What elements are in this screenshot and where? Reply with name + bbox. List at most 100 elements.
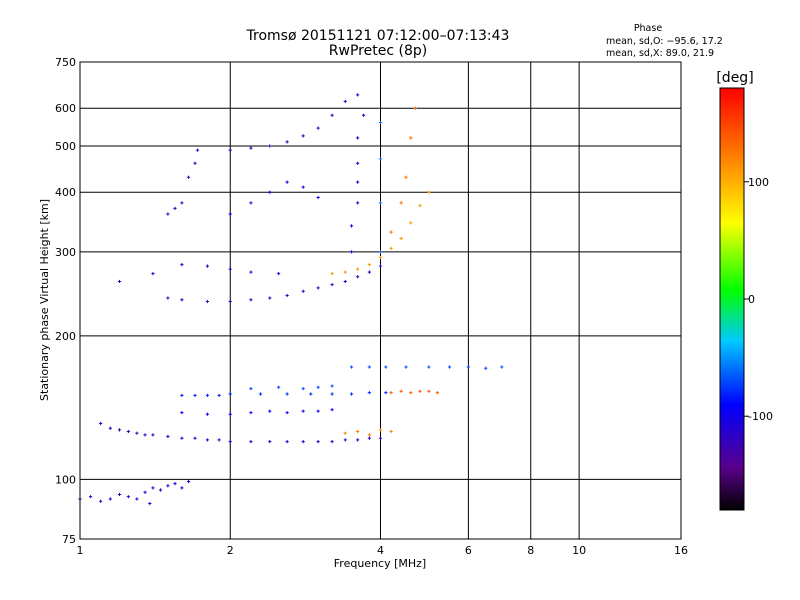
data-point [427,365,431,369]
data-point [466,365,470,369]
data-point [330,113,334,117]
data-point [258,392,263,396]
data-point [285,440,289,444]
data-point [404,175,408,179]
data-point [285,180,289,184]
data-point [193,393,197,398]
phase-stats-heading: Phase [634,23,663,34]
data-point [367,433,371,437]
data-point [195,148,200,152]
data-point [367,263,371,267]
data-point [268,144,272,148]
data-point [205,264,210,268]
data-point [151,433,155,437]
data-point [343,438,347,442]
data-point [378,157,383,161]
y-tick-label: 300 [55,246,76,259]
data-point [277,385,281,389]
data-point [173,481,177,486]
data-point [135,497,139,501]
data-point [356,201,360,205]
data-point [166,296,170,300]
y-axis-ticks: 75 100 200 300 400 500 600 750 [55,56,76,546]
data-point [389,429,393,434]
data-point [249,411,253,415]
colorbar [719,87,745,511]
phase-stats-x: mean, sd,X: 89.0, 21.9 [606,48,714,59]
data-point [143,433,147,437]
colorbar-tick-label: 0 [748,293,755,306]
data-point [108,497,112,501]
data-point [330,392,334,396]
colorbar-ticks: 100 0 -100 [744,176,773,423]
data-point [356,180,360,184]
y-tick-label: 600 [55,102,76,115]
data-point [330,384,334,388]
data-point [316,126,320,130]
data-point [349,365,354,369]
data-point [399,201,403,205]
data-point [378,264,383,268]
data-point [228,299,232,304]
data-point [217,393,221,398]
data-point [349,250,354,254]
data-point [117,428,122,432]
data-point [126,429,130,434]
data-point [180,298,184,302]
data-point [108,426,112,430]
data-point [135,431,139,435]
data-point [205,393,210,398]
data-point [404,365,408,369]
data-point [384,365,388,369]
data-point [301,134,305,138]
data-point [249,387,253,391]
y-tick-label: 400 [55,186,76,199]
data-point [316,385,320,389]
data-point [343,270,347,274]
plot-grid [80,62,681,539]
data-point [356,267,360,271]
data-point [399,389,403,393]
data-point [166,434,170,439]
data-point [301,440,305,444]
data-point [268,409,272,413]
data-point [399,236,403,241]
data-point [378,255,383,260]
data-point [249,298,253,302]
data-point [285,140,289,144]
data-point [367,436,371,440]
data-point [367,391,371,395]
data-point [249,201,253,205]
data-point [435,391,439,395]
data-point [330,283,334,287]
x-tick-label: 1 [77,544,84,557]
data-point [384,391,388,395]
data-point [484,366,488,370]
data-point [158,488,163,492]
data-point [356,93,360,97]
data-point [285,392,289,396]
data-point [117,492,122,497]
data-point [205,412,210,416]
data-point [193,436,197,440]
y-tick-label: 750 [55,56,76,69]
x-tick-label: 10 [572,544,586,557]
data-point [378,120,383,125]
data-point [316,409,320,413]
data-point [268,190,272,194]
chart-subtitle: RwPretec (8p) [329,43,427,59]
data-point [88,495,93,499]
chart-title: Tromsø 20151121 07:12:00–07:13:43 [246,28,510,44]
data-point [180,436,184,440]
data-point [309,392,313,396]
data-point [349,224,354,228]
data-point [330,440,334,444]
data-point [151,272,155,276]
data-point [205,438,210,442]
data-point [180,393,184,398]
data-point [356,429,360,434]
data-point [500,365,504,369]
data-point [356,136,360,140]
x-tick-label: 16 [674,544,688,557]
data-point [205,299,210,304]
